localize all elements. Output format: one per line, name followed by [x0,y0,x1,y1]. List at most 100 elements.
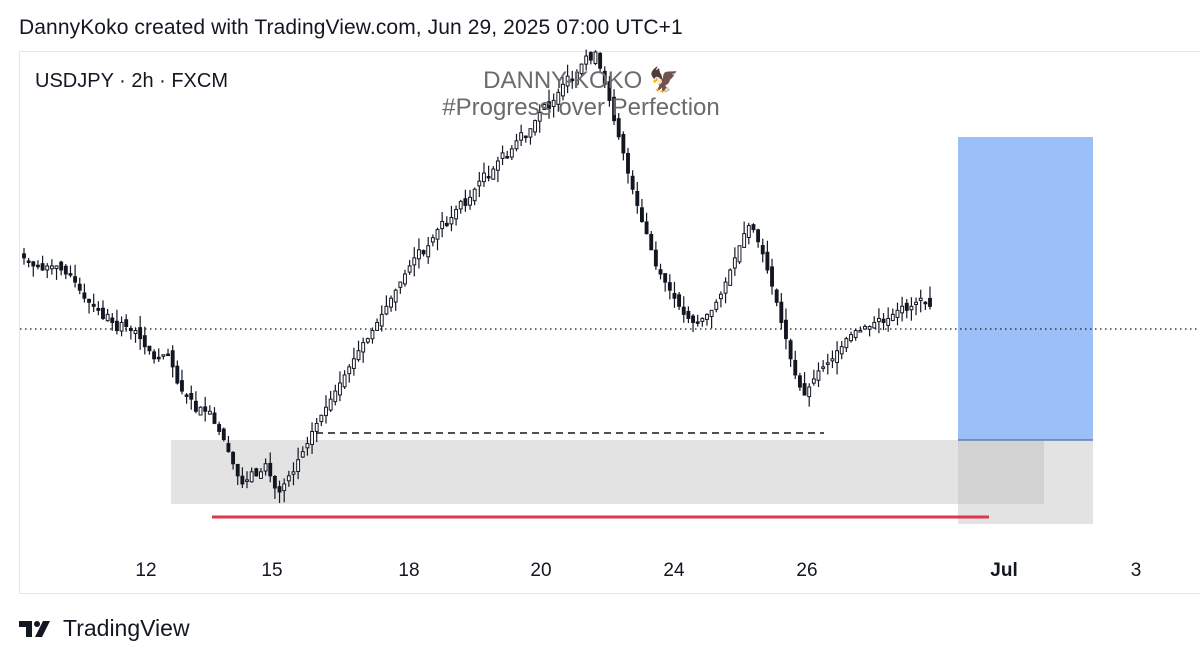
candle-bearish[interactable] [691,315,695,323]
candle-bullish[interactable] [440,221,445,230]
candle-bullish[interactable] [839,346,844,355]
candle-bullish[interactable] [393,289,398,303]
footer-brand[interactable]: TradingView [63,615,190,641]
candle-bearish[interactable] [765,251,770,271]
candle-bearish[interactable] [774,289,779,303]
candle-bearish[interactable] [653,249,658,267]
candle-bullish[interactable] [816,370,821,381]
candle-bullish[interactable] [384,305,389,315]
candle-bullish[interactable] [537,112,542,122]
candle-bullish[interactable] [509,148,514,158]
candle-bearish[interactable] [770,266,774,287]
candle-bearish[interactable] [142,335,147,348]
candle-bullish[interactable] [49,265,54,270]
candle-bullish[interactable] [449,217,454,225]
candle-bullish[interactable] [249,471,254,483]
candle-bullish[interactable] [579,63,584,75]
candle-bearish[interactable] [166,353,170,357]
candle-bullish[interactable] [245,479,249,482]
candle-bullish[interactable] [565,75,570,87]
candle-bullish[interactable] [333,390,338,403]
candle-bullish[interactable] [398,281,403,288]
candle-bullish[interactable] [876,317,881,323]
candle-bullish[interactable] [867,325,872,330]
candle-bullish[interactable] [830,358,835,362]
candle-bullish[interactable] [890,313,895,321]
candle-bearish[interactable] [221,428,226,441]
candle-bullish[interactable] [482,172,486,183]
candle-bullish[interactable] [491,168,496,180]
candle-bearish[interactable] [598,52,603,69]
candle-bullish[interactable] [324,406,328,417]
candle-bullish[interactable] [300,451,305,458]
candle-bullish[interactable] [705,313,709,320]
candle-bullish[interactable] [863,325,867,330]
candle-bearish[interactable] [110,317,115,323]
candle-bearish[interactable] [570,78,575,82]
candle-bullish[interactable] [310,430,315,445]
candle-bearish[interactable] [505,156,510,159]
candle-bearish[interactable] [621,133,626,154]
candle-bullish[interactable] [403,273,407,285]
candle-bullish[interactable] [519,132,524,141]
candle-bearish[interactable] [788,340,793,360]
candle-bearish[interactable] [35,264,40,268]
candle-bearish[interactable] [87,298,91,303]
candle-bullish[interactable] [807,386,812,398]
candle-bullish[interactable] [105,313,110,322]
candle-bearish[interactable] [272,475,277,489]
candle-bullish[interactable] [319,414,324,423]
candle-bullish[interactable] [291,471,296,475]
candle-bearish[interactable] [277,486,282,493]
candle-bullish[interactable] [728,269,733,286]
candle-bearish[interactable] [82,292,87,299]
candle-bullish[interactable] [468,196,472,206]
candle-bearish[interactable] [695,321,700,324]
candle-bullish[interactable] [737,245,742,263]
candle-bullish[interactable] [416,249,421,260]
candle-bearish[interactable] [686,310,691,319]
candle-bullish[interactable] [407,265,412,273]
candle-bullish[interactable] [314,422,319,432]
candle-bullish[interactable] [542,103,547,111]
candle-bullish[interactable] [305,443,310,449]
candle-bullish[interactable] [821,366,826,369]
candle-bearish[interactable] [658,269,663,275]
candle-bullish[interactable] [375,321,380,331]
candle-bullish[interactable] [389,297,393,308]
candle-bearish[interactable] [175,365,180,384]
x-axis[interactable]: 12 15 18 20 24 26 Jul 3 [135,560,1141,581]
candle-bullish[interactable] [379,313,384,327]
candle-bullish[interactable] [361,342,366,353]
candle-bullish[interactable] [584,55,589,65]
candle-bullish[interactable] [458,200,463,210]
candle-bearish[interactable] [444,222,449,227]
candle-bearish[interactable] [73,276,78,283]
candle-bullish[interactable] [718,293,723,300]
candle-bearish[interactable] [639,207,644,223]
target-zone[interactable] [958,137,1093,440]
candle-bearish[interactable] [463,198,468,206]
candle-bullish[interactable] [365,338,370,343]
candle-bearish[interactable] [681,306,686,315]
candle-bullish[interactable] [207,410,212,415]
candle-bearish[interactable] [203,406,208,412]
candle-bearish[interactable] [59,261,64,271]
candle-bullish[interactable] [714,301,719,310]
candle-bullish[interactable] [593,51,598,64]
candle-bearish[interactable] [91,303,96,307]
candle-bullish[interactable] [500,152,505,159]
candle-bullish[interactable] [909,305,914,311]
candle-bearish[interactable] [612,96,617,122]
candle-bullish[interactable] [198,406,203,416]
candle-bearish[interactable] [226,443,231,453]
candle-bearish[interactable] [96,307,101,311]
candle-bearish[interactable] [630,175,635,190]
candle-bearish[interactable] [793,359,798,376]
candle-bearish[interactable] [523,135,528,139]
symbol-label[interactable]: USDJPY · 2h · FXCM [35,70,228,92]
candle-bullish[interactable] [286,475,291,482]
candle-bullish[interactable] [337,382,342,396]
candle-bearish[interactable] [68,273,73,276]
candle-bearish[interactable] [193,400,198,412]
